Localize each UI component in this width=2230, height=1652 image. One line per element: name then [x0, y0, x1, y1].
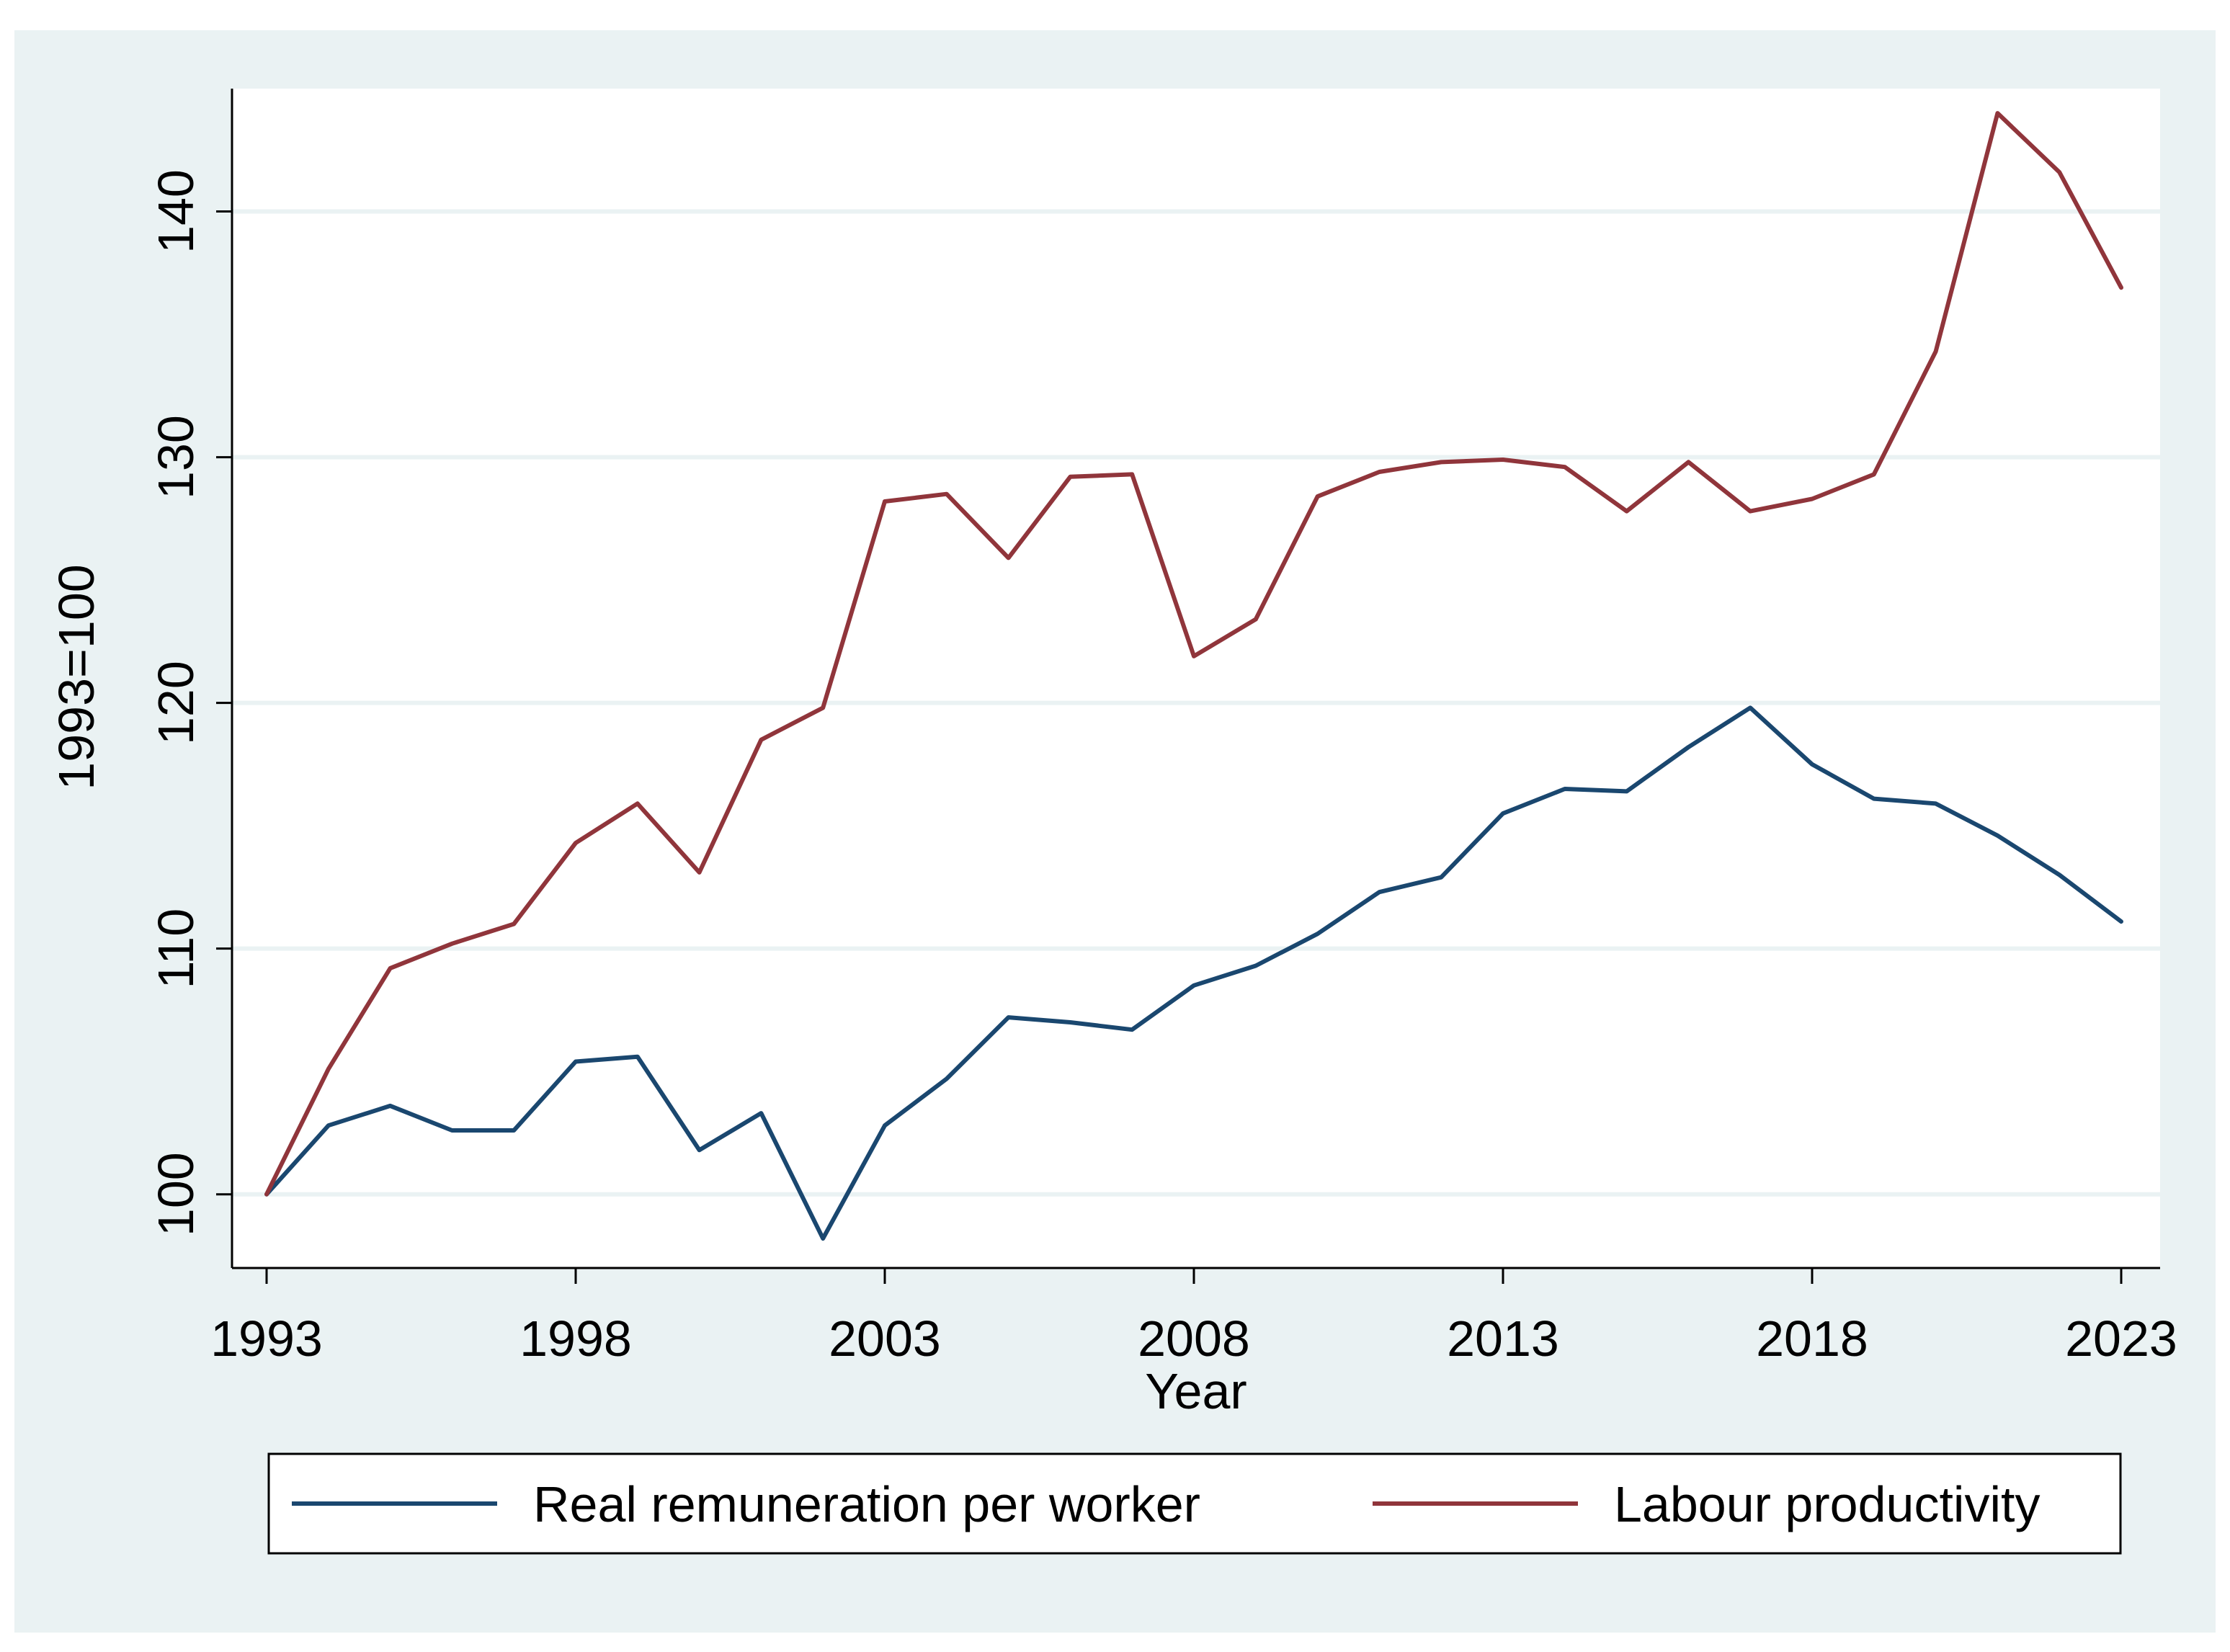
y-tick-label-120: 120 [148, 661, 204, 745]
y-tick-label-140: 140 [148, 169, 204, 254]
y-tick-label-100: 100 [148, 1152, 204, 1236]
x-tick-label-2003: 2003 [829, 1311, 941, 1367]
grid-lines [232, 209, 2160, 1197]
series-line-real-remuneration [264, 705, 2123, 1241]
x-tick-label-2008: 2008 [1138, 1311, 1250, 1367]
x-tick-label-2013: 2013 [1447, 1311, 1559, 1367]
x-axis-title: Year [1145, 1363, 1246, 1419]
legend-label-real-remuneration: Real remuneration per worker [533, 1476, 1200, 1532]
plot-area [232, 89, 2160, 1268]
y-tick-label-130: 130 [148, 415, 204, 499]
y-axis-title: 1993=100 [48, 564, 104, 790]
legend-label-labour-productivity: Labour productivity [1614, 1476, 2040, 1532]
legend: Real remuneration per worker Labour prod… [267, 1452, 2122, 1555]
x-tick-label-1998: 1998 [519, 1311, 632, 1367]
y-axis-ticks: 100 110 120 130 140 [148, 169, 232, 1236]
legend-box [267, 1452, 2122, 1555]
x-tick-label-2023: 2023 [2065, 1311, 2177, 1367]
series-line-labour-productivity [264, 111, 2123, 1197]
x-axis-ticks: 1993 1998 2003 2008 2013 2018 2023 [210, 1268, 2177, 1367]
x-tick-label-1993: 1993 [210, 1311, 323, 1367]
x-tick-label-2018: 2018 [1756, 1311, 1868, 1367]
y-tick-label-110: 110 [148, 908, 204, 989]
series-lines [264, 111, 2123, 1241]
